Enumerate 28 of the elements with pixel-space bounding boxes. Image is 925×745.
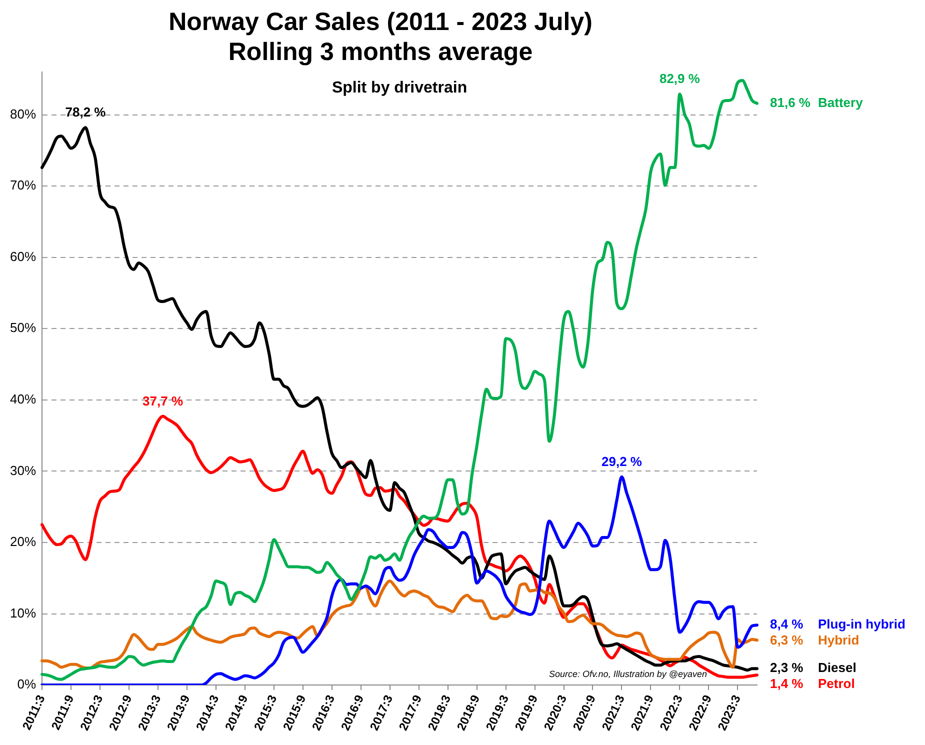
text: Plug-in hybrid: [818, 616, 906, 632]
y-tick-label: 30%: [10, 462, 36, 478]
text: Hybrid: [818, 632, 860, 648]
text: Battery: [818, 94, 864, 110]
annotation: Split by drivetrain: [332, 79, 468, 96]
y-tick-label: 40%: [10, 391, 36, 406]
y-tick-label: 10%: [10, 605, 36, 620]
data-label: 37,7 %: [142, 393, 184, 408]
chart-title: Norway Car Sales (2011 - 2023 July): [168, 8, 592, 36]
annotation: Source: Ofv.no, Illustration by @eyaven: [548, 669, 707, 680]
y-tick-label: 80%: [10, 106, 36, 122]
data-label: 29,2 %: [601, 454, 642, 469]
y-tick-label: 20%: [10, 534, 36, 550]
text: Petrol: [818, 676, 855, 692]
chart-subtitle: Rolling 3 months average: [228, 38, 533, 66]
y-tick-label: 0%: [17, 676, 36, 692]
data-label: 1,4 %: [770, 676, 804, 692]
y-tick-label: 70%: [10, 178, 36, 193]
line-series: [40, 579, 758, 670]
data-label: 81,6 %: [770, 94, 811, 110]
data-label: 6,3 %: [770, 632, 804, 648]
y-tick-label: 60%: [10, 248, 36, 264]
data-label: 2,3 %: [770, 660, 804, 676]
data-label: 8,4 %: [770, 616, 804, 632]
y-tick-label: 50%: [10, 320, 36, 336]
text: Diesel: [818, 660, 856, 676]
data-label: 82,9 %: [659, 71, 700, 86]
data-label: 78,2 %: [65, 104, 106, 120]
